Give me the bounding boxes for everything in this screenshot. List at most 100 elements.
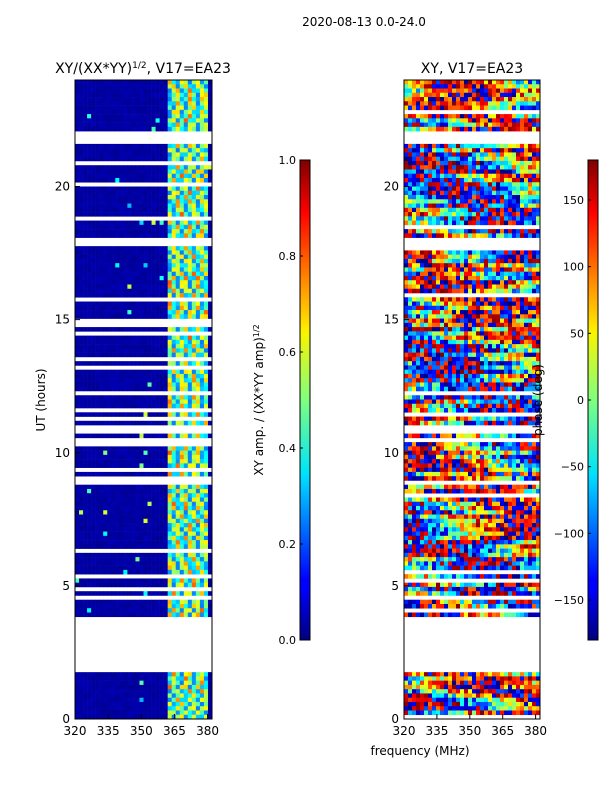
amp-heatmap-cell [123, 169, 128, 175]
amp-heatmap-cell [207, 680, 213, 686]
phase-heatmap-cell [444, 229, 449, 234]
amp-heatmap-cell [183, 224, 189, 230]
amp-heatmap-cell [75, 535, 80, 541]
amp-heatmap-cell [87, 310, 92, 315]
amp-heatmap-cell [167, 501, 173, 507]
amp-heatmap-cell [199, 582, 205, 588]
amp-heatmap-cell [127, 335, 132, 341]
phase-heatmap-cell [520, 182, 525, 187]
amp-heatmap-cell [119, 514, 124, 520]
amp-heatmap-cell [87, 165, 92, 170]
amp-heatmap-cell [143, 88, 148, 94]
amp-heatmap-cell [111, 386, 116, 392]
amp-heatmap-cell [195, 433, 201, 439]
phase-heatmap-cell [504, 101, 509, 106]
phase-heatmap-cell [420, 80, 425, 85]
phase-heatmap-cell [488, 92, 493, 98]
phase-heatmap-cell [500, 92, 505, 98]
phase-heatmap-cell [412, 207, 417, 213]
amp-heatmap-cell [107, 220, 112, 226]
amp-heatmap-cell [115, 105, 120, 111]
amp-heatmap-cell [123, 565, 128, 571]
phase-heatmap-cell [500, 156, 505, 162]
phase-heatmap-cell [488, 97, 493, 102]
phase-heatmap-cell [404, 114, 409, 119]
amp-heatmap-cell [151, 506, 156, 511]
amp-heatmap-cell [75, 339, 80, 345]
amp-heatmap-cell [183, 207, 189, 213]
amp-heatmap-cell [119, 229, 124, 234]
amp-heatmap-cell [163, 701, 168, 707]
amp-heatmap-cell [179, 212, 185, 217]
amp-heatmap-cell [91, 254, 96, 260]
amp-heatmap-cell [203, 395, 209, 400]
phase-heatmap-cell [496, 250, 501, 255]
phase-heatmap-cell [448, 143, 453, 149]
amp-heatmap-cell [135, 403, 140, 409]
phase-heatmap-cell [492, 195, 497, 200]
amplitude-axes-frame [74, 79, 213, 720]
phase-heatmap-cell [432, 254, 437, 260]
phase-heatmap-cell [412, 212, 417, 217]
amp-heatmap-cell [159, 224, 164, 230]
amp-heatmap-cell [95, 710, 100, 716]
phase-heatmap-cell [432, 80, 437, 85]
amp-heatmap-cell [135, 446, 140, 451]
phase-heatmap-cell [496, 190, 501, 196]
phase-heatmap-cell [476, 152, 481, 157]
amp-heatmap-cell [119, 672, 124, 677]
amp-heatmap-cell [163, 399, 168, 405]
amp-heatmap-cell [203, 689, 209, 694]
phase-heatmap-cell [532, 216, 537, 221]
phase-heatmap-cell [536, 126, 541, 132]
amp-heatmap-cell [191, 220, 197, 226]
amp-heatmap-cell [127, 706, 132, 711]
phase-heatmap-cell [524, 88, 529, 94]
phase-heatmap-cell [440, 92, 445, 98]
amp-heatmap-cell [183, 314, 189, 319]
phase-heatmap-cell [464, 92, 469, 98]
phase-heatmap-cell [416, 118, 421, 123]
phase-heatmap-cell [460, 195, 465, 200]
amp-heatmap-cell [155, 714, 160, 720]
phase-heatmap-cell [528, 182, 533, 187]
phase-heatmap-cell [472, 97, 477, 102]
amp-heatmap-cell [207, 190, 213, 196]
amp-heatmap-cell [155, 293, 160, 298]
amp-heatmap-cell [179, 301, 185, 307]
amp-heatmap-cell [151, 557, 156, 562]
amp-heatmap-cell [79, 186, 84, 192]
amp-heatmap-cell [127, 143, 132, 149]
amp-heatmap-cell [207, 369, 213, 375]
amp-heatmap-cell [83, 710, 88, 716]
amp-heatmap-cell [187, 591, 193, 596]
amp-heatmap-cell [187, 143, 193, 149]
amp-heatmap-cell [143, 229, 148, 234]
amp-heatmap-cell [155, 591, 160, 596]
amp-heatmap-cell [103, 454, 108, 460]
phase-heatmap-cell [432, 101, 437, 106]
phase-heatmap-cell [512, 263, 517, 268]
phase-heatmap-cell [476, 122, 481, 128]
amp-heatmap-cell [207, 207, 213, 213]
amp-heatmap-cell [155, 344, 160, 349]
amp-heatmap-cell [131, 263, 136, 268]
phase-heatmap-cell [472, 84, 477, 89]
phase-heatmap-cell [464, 212, 469, 217]
amp-heatmap-cell [115, 676, 120, 681]
amp-heatmap-cell [151, 105, 156, 111]
phase-heatmap-cell [424, 199, 429, 204]
amp-heatmap-cell [111, 382, 116, 388]
amp-heatmap-cell [159, 446, 164, 451]
amp-heatmap-cell [87, 689, 92, 694]
amp-heatmap-cell [127, 84, 132, 89]
amp-heatmap-cell [167, 156, 173, 162]
amp-heatmap-cell [183, 212, 189, 217]
amp-heatmap-cell [75, 80, 80, 85]
phase-heatmap-cell [444, 160, 449, 166]
amp-heatmap-cell [171, 271, 177, 277]
amp-heatmap-cell [127, 284, 132, 290]
amp-heatmap-cell [207, 233, 213, 238]
amp-heatmap-cell [155, 177, 160, 183]
